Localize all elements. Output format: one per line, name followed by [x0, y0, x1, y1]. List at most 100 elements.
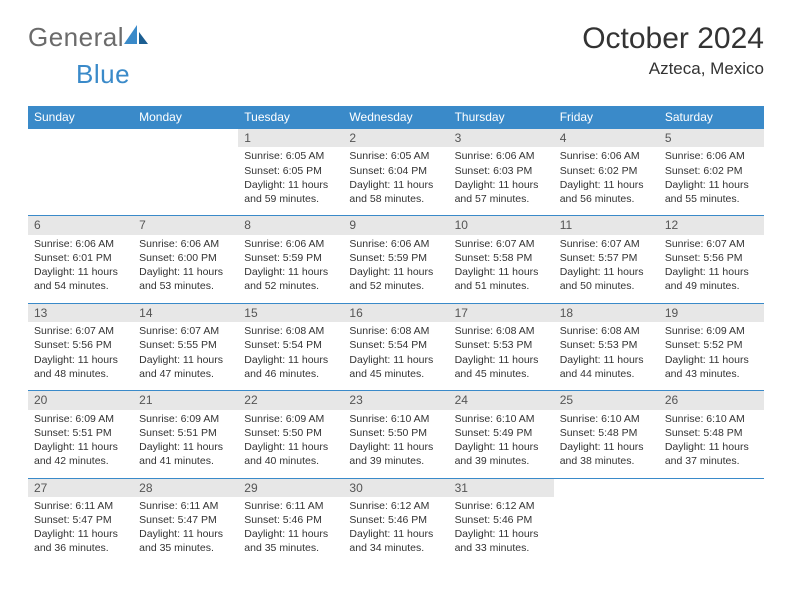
day-number: 26: [659, 390, 764, 409]
sunset-text: Sunset: 5:54 PM: [244, 338, 337, 352]
daylight-text: Daylight: 11 hours and 43 minutes.: [665, 353, 758, 381]
day-number: 18: [554, 303, 659, 322]
day-body-row: Sunrise: 6:11 AMSunset: 5:47 PMDaylight:…: [28, 497, 764, 565]
day-cell: Sunrise: 6:07 AMSunset: 5:56 PMDaylight:…: [659, 235, 764, 303]
sunset-text: Sunset: 5:53 PM: [455, 338, 548, 352]
sunset-text: Sunset: 5:48 PM: [560, 426, 653, 440]
page-title: October 2024: [582, 22, 764, 55]
day-body-row: Sunrise: 6:09 AMSunset: 5:51 PMDaylight:…: [28, 410, 764, 478]
sunset-text: Sunset: 5:56 PM: [665, 251, 758, 265]
sunrise-text: Sunrise: 6:10 AM: [455, 412, 548, 426]
day-number: 6: [28, 215, 133, 234]
daylight-text: Daylight: 11 hours and 45 minutes.: [349, 353, 442, 381]
day-number: 12: [659, 215, 764, 234]
sunset-text: Sunset: 5:50 PM: [349, 426, 442, 440]
sunrise-text: Sunrise: 6:11 AM: [244, 499, 337, 513]
sunset-text: Sunset: 6:03 PM: [455, 164, 548, 178]
sunrise-text: Sunrise: 6:06 AM: [349, 237, 442, 251]
sunset-text: Sunset: 5:55 PM: [139, 338, 232, 352]
sunset-text: Sunset: 5:50 PM: [244, 426, 337, 440]
day-number: 11: [554, 215, 659, 234]
day-cell: Sunrise: 6:11 AMSunset: 5:47 PMDaylight:…: [28, 497, 133, 565]
daylight-text: Daylight: 11 hours and 46 minutes.: [244, 353, 337, 381]
sunrise-text: Sunrise: 6:06 AM: [139, 237, 232, 251]
day-number: 2: [343, 128, 448, 147]
day-number-row: 20212223242526: [28, 390, 764, 409]
calendar-table: Sunday Monday Tuesday Wednesday Thursday…: [28, 106, 764, 565]
day-number: 1: [238, 128, 343, 147]
sunrise-text: Sunrise: 6:07 AM: [665, 237, 758, 251]
sunrise-text: Sunrise: 6:09 AM: [34, 412, 127, 426]
day-body-row: Sunrise: 6:05 AMSunset: 6:05 PMDaylight:…: [28, 147, 764, 215]
daylight-text: Daylight: 11 hours and 54 minutes.: [34, 265, 127, 293]
day-cell: Sunrise: 6:05 AMSunset: 6:05 PMDaylight:…: [238, 147, 343, 215]
day-cell: Sunrise: 6:08 AMSunset: 5:54 PMDaylight:…: [238, 322, 343, 390]
daylight-text: Daylight: 11 hours and 39 minutes.: [349, 440, 442, 468]
sunset-text: Sunset: 5:53 PM: [560, 338, 653, 352]
day-number: 16: [343, 303, 448, 322]
sunset-text: Sunset: 5:49 PM: [455, 426, 548, 440]
day-number: 23: [343, 390, 448, 409]
day-number-row: 6789101112: [28, 215, 764, 234]
day-number: 5: [659, 128, 764, 147]
sunrise-text: Sunrise: 6:09 AM: [244, 412, 337, 426]
day-cell: Sunrise: 6:06 AMSunset: 6:00 PMDaylight:…: [133, 235, 238, 303]
day-cell: Sunrise: 6:09 AMSunset: 5:52 PMDaylight:…: [659, 322, 764, 390]
brand-part2: Blue: [76, 59, 130, 90]
sunset-text: Sunset: 5:57 PM: [560, 251, 653, 265]
daylight-text: Daylight: 11 hours and 45 minutes.: [455, 353, 548, 381]
weekday-header: Friday: [554, 106, 659, 128]
daylight-text: Daylight: 11 hours and 38 minutes.: [560, 440, 653, 468]
page-subtitle: Azteca, Mexico: [582, 59, 764, 79]
day-cell: [28, 147, 133, 215]
day-cell: Sunrise: 6:07 AMSunset: 5:55 PMDaylight:…: [133, 322, 238, 390]
daylight-text: Daylight: 11 hours and 44 minutes.: [560, 353, 653, 381]
day-number: 22: [238, 390, 343, 409]
daylight-text: Daylight: 11 hours and 35 minutes.: [139, 527, 232, 555]
sunrise-text: Sunrise: 6:07 AM: [34, 324, 127, 338]
day-number: 31: [449, 478, 554, 497]
sunset-text: Sunset: 6:05 PM: [244, 164, 337, 178]
sunset-text: Sunset: 5:46 PM: [349, 513, 442, 527]
day-number-row: 12345: [28, 128, 764, 147]
daylight-text: Daylight: 11 hours and 36 minutes.: [34, 527, 127, 555]
day-number: 29: [238, 478, 343, 497]
brand-logo: General: [28, 22, 149, 53]
sunrise-text: Sunrise: 6:12 AM: [349, 499, 442, 513]
sunset-text: Sunset: 6:04 PM: [349, 164, 442, 178]
sunrise-text: Sunrise: 6:06 AM: [665, 149, 758, 163]
day-number: [28, 128, 133, 133]
day-cell: Sunrise: 6:06 AMSunset: 5:59 PMDaylight:…: [343, 235, 448, 303]
sunset-text: Sunset: 5:59 PM: [349, 251, 442, 265]
day-number: 20: [28, 390, 133, 409]
day-number: 28: [133, 478, 238, 497]
daylight-text: Daylight: 11 hours and 49 minutes.: [665, 265, 758, 293]
sunrise-text: Sunrise: 6:11 AM: [34, 499, 127, 513]
sunset-text: Sunset: 5:51 PM: [34, 426, 127, 440]
daylight-text: Daylight: 11 hours and 51 minutes.: [455, 265, 548, 293]
day-cell: Sunrise: 6:09 AMSunset: 5:50 PMDaylight:…: [238, 410, 343, 478]
day-number: 25: [554, 390, 659, 409]
day-cell: Sunrise: 6:06 AMSunset: 5:59 PMDaylight:…: [238, 235, 343, 303]
sunset-text: Sunset: 5:54 PM: [349, 338, 442, 352]
sunset-text: Sunset: 5:47 PM: [34, 513, 127, 527]
daylight-text: Daylight: 11 hours and 56 minutes.: [560, 178, 653, 206]
day-cell: Sunrise: 6:06 AMSunset: 6:02 PMDaylight:…: [554, 147, 659, 215]
sunset-text: Sunset: 5:47 PM: [139, 513, 232, 527]
sunset-text: Sunset: 5:51 PM: [139, 426, 232, 440]
weekday-header: Wednesday: [343, 106, 448, 128]
day-number-row: 2728293031: [28, 478, 764, 497]
sunrise-text: Sunrise: 6:07 AM: [139, 324, 232, 338]
sunset-text: Sunset: 6:01 PM: [34, 251, 127, 265]
sunset-text: Sunset: 5:52 PM: [665, 338, 758, 352]
day-number: [133, 128, 238, 133]
sunrise-text: Sunrise: 6:06 AM: [244, 237, 337, 251]
day-cell: Sunrise: 6:07 AMSunset: 5:56 PMDaylight:…: [28, 322, 133, 390]
daylight-text: Daylight: 11 hours and 55 minutes.: [665, 178, 758, 206]
day-number: 15: [238, 303, 343, 322]
day-number: 13: [28, 303, 133, 322]
sunset-text: Sunset: 5:46 PM: [455, 513, 548, 527]
sunrise-text: Sunrise: 6:09 AM: [665, 324, 758, 338]
day-cell: Sunrise: 6:08 AMSunset: 5:53 PMDaylight:…: [554, 322, 659, 390]
sunrise-text: Sunrise: 6:12 AM: [455, 499, 548, 513]
